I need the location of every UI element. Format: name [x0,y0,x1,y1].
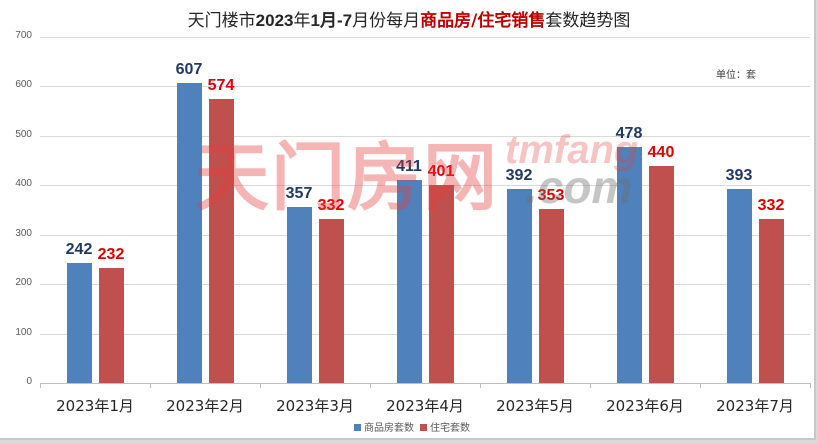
data-label-series2: 332 [317,196,345,214]
gridline [40,333,810,335]
y-tick-label: 0 [26,376,32,387]
x-tick-mark [150,383,151,388]
y-tick-label: 300 [15,227,32,239]
bar-series1 [616,146,642,383]
bar-series2 [428,184,454,383]
x-tick-mark [480,383,481,388]
bar-series1 [396,179,422,383]
y-tick-label: 200 [15,277,32,289]
gridline [40,185,810,187]
bar-series2 [648,165,674,383]
bar-series2 [758,218,784,383]
x-tick-mark [700,383,701,388]
bar-series2 [208,99,234,383]
title-highlight: 商品房/住宅销售 [420,11,546,31]
data-label-series1: 393 [725,166,753,184]
chart-title: 天门楼市2023年1月-7月份每月商品房/住宅销售套数趋势图 [187,11,631,31]
data-label-series1: 242 [65,241,93,259]
y-tick-label: 600 [15,79,32,91]
data-label-series2: 574 [207,77,235,95]
unit-label: 单位：套 [716,70,756,81]
bar-series2 [98,268,124,383]
legend-swatch-series2 [420,424,427,431]
bar-series1 [176,82,202,383]
x-category-label: 2023年5月 [496,397,574,415]
bar-series1 [286,206,312,383]
x-axis-line [40,383,810,384]
data-label-series1: 357 [285,184,313,202]
bar-series1 [66,263,92,383]
x-category-label: 2023年7月 [716,397,794,415]
data-label-series1: 411 [396,157,422,175]
bar-series1 [726,188,752,383]
x-tick-mark [590,383,591,388]
gridline [40,234,810,236]
y-tick-label: 700 [15,30,32,41]
x-category-label: 2023年3月 [276,397,354,415]
data-label-series1: 392 [505,167,533,185]
data-label-series1: 478 [615,124,643,142]
gridline [40,135,810,137]
x-category-label: 2023年4月 [386,397,464,415]
x-category-label: 2023年6月 [606,397,684,415]
data-label-series2: 440 [647,143,675,161]
x-category-label: 2023年1月 [56,397,134,415]
x-tick-mark [40,383,41,388]
gridline [40,284,810,286]
data-label-series1: 607 [175,60,203,78]
legend-label-series1: 商品房套数 [364,423,414,434]
legend-label-series2: 住宅套数 [430,423,470,434]
x-category-label: 2023年2月 [166,397,244,415]
bar-series1 [506,189,532,383]
legend-swatch-series1 [354,424,361,431]
x-tick-mark [810,383,811,388]
legend: 商品房套数 住宅套数 [0,419,818,434]
data-label-series2: 353 [537,186,565,204]
data-label-series2: 332 [757,196,785,214]
x-tick-mark [260,383,261,388]
gridline [40,37,810,38]
plot-area: 0 100 200 300 400 500 600 700 242 232 607 574 357 332… [15,30,811,388]
y-tick-label: 400 [15,178,32,190]
gridline [40,86,810,88]
y-tick-label: 100 [15,326,32,338]
bar-series2 [538,208,564,383]
x-tick-mark [370,383,371,388]
data-label-series2: 401 [427,162,455,180]
data-label-series2: 232 [97,246,125,264]
bar-series2 [318,218,344,383]
y-tick-label: 500 [15,128,32,140]
